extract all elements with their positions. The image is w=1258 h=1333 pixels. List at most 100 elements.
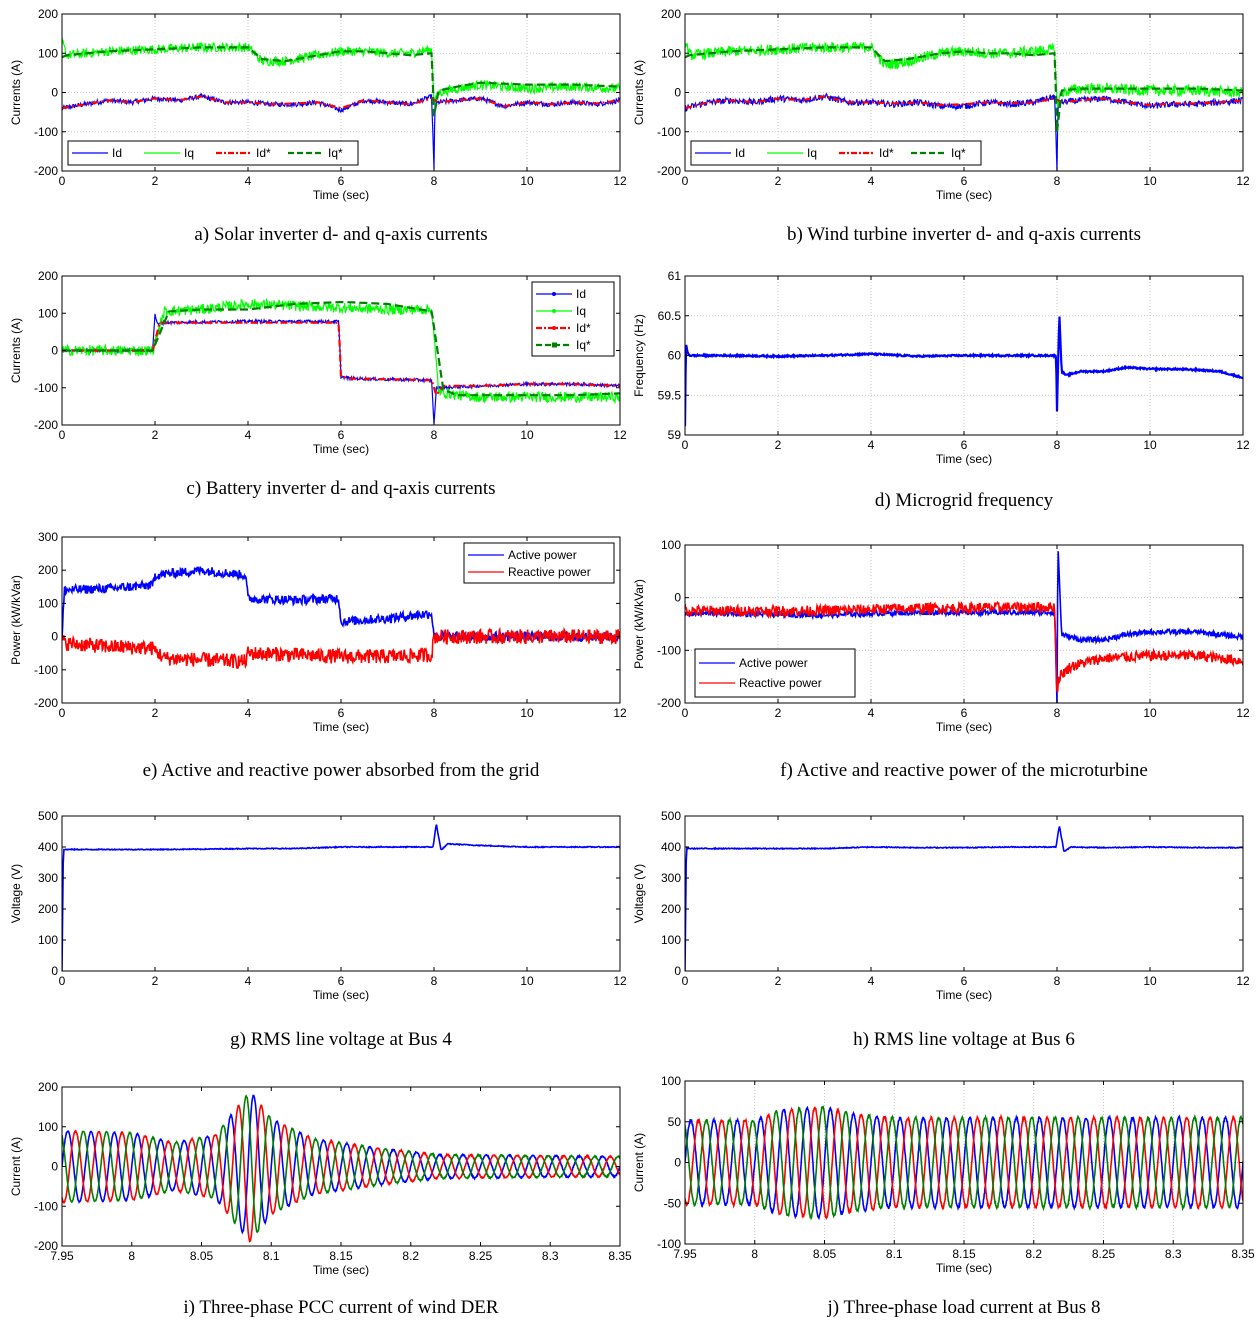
x-axis-label: Time (sec) — [313, 188, 369, 202]
y-tick-label: 59 — [668, 428, 682, 442]
y-tick-label: 400 — [661, 840, 681, 854]
series-line-id- — [62, 321, 620, 398]
x-tick-label: 0 — [682, 438, 689, 452]
y-tick-label: 100 — [661, 1074, 681, 1088]
x-tick-label: 8 — [1054, 174, 1061, 188]
y-tick-label: 200 — [661, 902, 681, 916]
chart-a: 0 2 4 6 8 10 12 -200 -100 0 100 200 Time (sec) Curren… — [9, 7, 627, 245]
x-tick-label: 7.95 — [673, 1247, 697, 1261]
x-tick-label: 8.35 — [608, 1249, 632, 1263]
x-tick-label: 8.05 — [190, 1249, 214, 1263]
chart-d: 0 2 4 6 8 10 12 59 59.5 60 60.5 61 Time (sec) Frequen… — [632, 269, 1250, 511]
y-axis-label: Currents (A) — [9, 60, 23, 125]
x-tick-label: 8.05 — [813, 1247, 837, 1261]
y-tick-label: 300 — [38, 871, 58, 885]
x-tick-label: 8.2 — [1025, 1247, 1042, 1261]
y-tick-label: -100 — [34, 663, 58, 677]
y-tick-label: 200 — [38, 269, 58, 283]
x-tick-label: 8.1 — [886, 1247, 903, 1261]
y-axis-label: Power (kW/kVar) — [632, 579, 646, 669]
legend-label: Iq* — [951, 146, 966, 160]
chart-e: 0 2 4 6 8 10 12 -200 -100 0 100 200 300 Time (sec) Pow… — [9, 530, 627, 781]
legend-label: Iq — [184, 146, 194, 160]
x-tick-label: 2 — [775, 974, 782, 988]
y-tick-label: -200 — [657, 164, 681, 178]
y-tick-label: 400 — [38, 840, 58, 854]
x-tick-label: 10 — [520, 974, 534, 988]
chart-f: 0 2 4 6 8 10 12 -200 -100 0 100 Time (sec) Power (kW… — [632, 538, 1250, 781]
series-group — [685, 316, 1243, 427]
y-tick-label: -200 — [34, 418, 58, 432]
x-tick-label: 4 — [245, 174, 252, 188]
series-group — [685, 42, 1243, 171]
legend-label: Iq* — [328, 146, 343, 160]
x-axis-label: Time (sec) — [936, 188, 992, 202]
x-tick-label: 12 — [613, 706, 627, 720]
x-tick-label: 6 — [338, 428, 345, 442]
chart-caption: g) RMS line voltage at Bus 4 — [230, 1029, 452, 1050]
x-tick-label: 10 — [1143, 438, 1157, 452]
y-tick-label: 100 — [661, 933, 681, 947]
x-tick-label: 6 — [338, 706, 345, 720]
legend-marker — [552, 342, 557, 348]
x-tick-label: 8.15 — [329, 1249, 353, 1263]
y-tick-label: 100 — [38, 46, 58, 60]
legend-label: Id — [735, 146, 745, 160]
x-tick-label: 6 — [961, 974, 968, 988]
chart-g: 0 2 4 6 8 10 12 0 100 200 300 400 500 Time (sec) Volta… — [9, 809, 627, 1050]
series-group — [62, 297, 620, 424]
x-tick-label: 6 — [961, 174, 968, 188]
y-tick-label: -100 — [34, 381, 58, 395]
x-axis-label: Time (sec) — [313, 1263, 369, 1277]
series-group — [62, 824, 620, 971]
y-tick-label: -100 — [34, 1199, 58, 1213]
legend-label: Id* — [256, 146, 271, 160]
x-tick-label: 10 — [1143, 706, 1157, 720]
x-tick-label: 0 — [59, 428, 66, 442]
x-tick-label: 4 — [245, 974, 252, 988]
legend-label: Reactive power — [739, 676, 822, 690]
x-tick-label: 8 — [1054, 974, 1061, 988]
series-phase-2 — [685, 1106, 1243, 1221]
series-phase-1 — [62, 1094, 620, 1235]
series-phase-2 — [62, 1104, 620, 1243]
x-tick-label: 10 — [520, 706, 534, 720]
legend-marker — [552, 292, 556, 296]
series-line-1 — [685, 316, 1243, 427]
plot-background — [685, 816, 1243, 971]
x-tick-label: 8.15 — [952, 1247, 976, 1261]
x-tick-label: 8 — [751, 1247, 758, 1261]
chart-caption: b) Wind turbine inverter d- and q-axis c… — [787, 224, 1141, 245]
x-tick-label: 8 — [431, 174, 438, 188]
y-tick-label: 500 — [661, 809, 681, 823]
x-tick-label: 0 — [682, 974, 689, 988]
y-tick-label: 100 — [38, 306, 58, 320]
x-tick-label: 8 — [128, 1249, 135, 1263]
y-tick-label: 100 — [38, 596, 58, 610]
chart-caption: a) Solar inverter d- and q-axis currents — [194, 224, 487, 245]
x-tick-label: 8.25 — [469, 1249, 493, 1263]
y-tick-label: 0 — [674, 1156, 681, 1170]
legend-label: Active power — [739, 656, 808, 670]
legend-label: Id* — [879, 146, 894, 160]
legend-box — [463, 542, 615, 584]
x-tick-label: 12 — [613, 174, 627, 188]
chart-caption: e) Active and reactive power absorbed fr… — [143, 760, 540, 781]
y-axis-label: Voltage (V) — [632, 864, 646, 923]
legend-label: Id — [112, 146, 122, 160]
y-tick-label: 100 — [661, 46, 681, 60]
x-tick-label: 7.95 — [50, 1249, 74, 1263]
x-axis-label: Time (sec) — [936, 720, 992, 734]
x-tick-label: 8.1 — [263, 1249, 280, 1263]
x-tick-label: 2 — [152, 974, 159, 988]
series-phase-3 — [62, 1094, 620, 1233]
y-tick-label: 0 — [51, 344, 58, 358]
chart-caption: i) Three-phase PCC current of wind DER — [183, 1297, 499, 1318]
x-axis-label: Time (sec) — [936, 988, 992, 1002]
x-tick-label: 8 — [1054, 706, 1061, 720]
series-line-1 — [62, 824, 620, 971]
x-tick-label: 10 — [520, 174, 534, 188]
y-axis-label: Power (kW/kVar) — [9, 575, 23, 665]
legend: Active power Reactive power — [694, 648, 856, 698]
series-line-id — [62, 313, 620, 424]
